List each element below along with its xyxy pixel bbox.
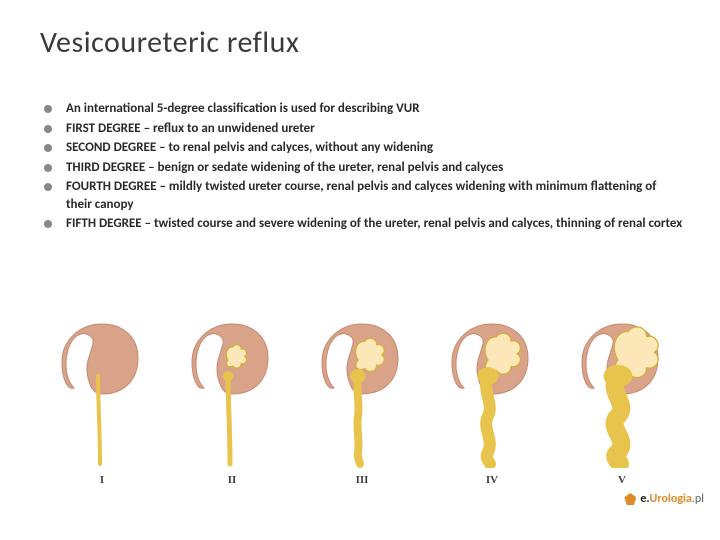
bullet-text: SECOND DEGREE – to renal pelvis and caly… bbox=[66, 139, 433, 157]
diagram-label: I bbox=[100, 474, 104, 486]
list-item: THIRD DEGREE – benign or sedate widening… bbox=[44, 159, 684, 177]
bullet-icon bbox=[44, 183, 52, 191]
bullet-text: An international 5-degree classification… bbox=[66, 100, 420, 118]
list-item: An international 5-degree classification… bbox=[44, 100, 684, 118]
watermark-prefix: e. bbox=[640, 492, 649, 506]
list-item: SECOND DEGREE – to renal pelvis and caly… bbox=[44, 139, 684, 157]
bullet-text: FIFTH DEGREE – twisted course and severe… bbox=[66, 215, 682, 233]
diagram-IV: IV bbox=[432, 320, 552, 486]
diagram-label: II bbox=[228, 474, 237, 486]
diagram-II: II bbox=[172, 320, 292, 486]
watermark: e.Urologia.pl bbox=[624, 492, 704, 506]
diagram-label: IV bbox=[486, 474, 498, 486]
bullet-icon bbox=[44, 125, 52, 133]
bullet-list: An international 5-degree classification… bbox=[44, 100, 684, 235]
diagram-label: III bbox=[356, 474, 369, 486]
bullet-text: THIRD DEGREE – benign or sedate widening… bbox=[66, 159, 503, 177]
diagram-III: III bbox=[302, 320, 422, 486]
bullet-icon bbox=[44, 144, 52, 152]
diagram-I: I bbox=[42, 320, 162, 486]
watermark-suffix: .pl bbox=[692, 492, 704, 506]
bullet-icon bbox=[44, 164, 52, 172]
list-item: FIFTH DEGREE – twisted course and severe… bbox=[44, 215, 684, 233]
bullet-text: FIRST DEGREE – reflux to an unwidened ur… bbox=[66, 120, 315, 138]
list-item: FOURTH DEGREE – mildly twisted ureter co… bbox=[44, 178, 684, 213]
diagram-label: V bbox=[618, 474, 626, 486]
list-item: FIRST DEGREE – reflux to an unwidened ur… bbox=[44, 120, 684, 138]
watermark-mid: Urologia bbox=[650, 492, 692, 506]
bullet-icon bbox=[44, 105, 52, 113]
page-title: Vesicoureteric reflux bbox=[40, 24, 299, 61]
bullet-text: FOURTH DEGREE – mildly twisted ureter co… bbox=[66, 178, 684, 213]
bullet-icon bbox=[44, 220, 52, 228]
diagram-V: V bbox=[562, 320, 682, 486]
diagram-row: IIIIIIIVV bbox=[42, 320, 682, 510]
watermark-icon bbox=[624, 493, 636, 505]
